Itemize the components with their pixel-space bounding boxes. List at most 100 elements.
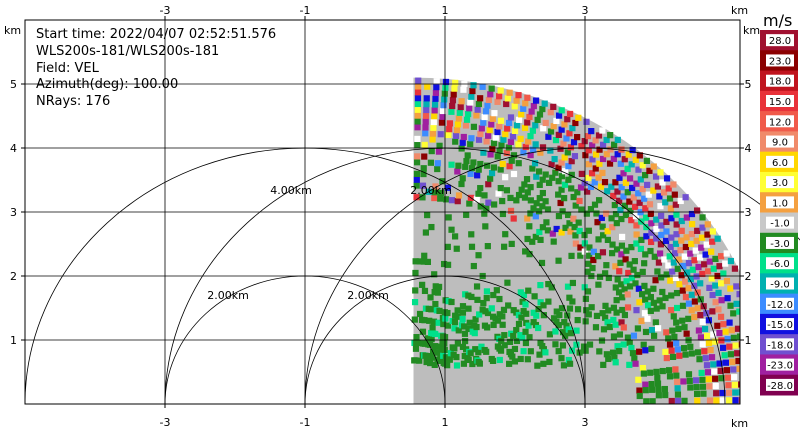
velocity-cell — [694, 397, 701, 404]
velocity-cell — [532, 122, 539, 129]
velocity-cell — [612, 211, 620, 218]
velocity-cell — [673, 231, 680, 238]
velocity-cell — [414, 339, 422, 347]
velocity-cell — [561, 121, 568, 128]
velocity-cell — [485, 96, 492, 104]
velocity-cell — [542, 349, 549, 356]
velocity-cell — [746, 297, 752, 303]
velocity-cell — [599, 310, 606, 317]
velocity-cell — [427, 294, 434, 301]
velocity-cell — [604, 188, 611, 195]
velocity-cell — [499, 197, 506, 205]
velocity-cell — [620, 324, 627, 331]
velocity-cell — [566, 294, 573, 301]
info-field: Field: VEL — [36, 61, 100, 76]
velocity-cell — [467, 350, 474, 357]
velocity-cell — [570, 193, 577, 201]
velocity-cell — [496, 147, 503, 154]
velocity-cell — [612, 263, 619, 270]
velocity-cell — [636, 392, 643, 400]
velocity-cell — [654, 325, 662, 332]
velocity-cell — [424, 83, 431, 90]
velocity-cell — [612, 179, 619, 186]
velocity-cell — [444, 243, 451, 250]
velocity-cell — [635, 285, 642, 292]
velocity-cell — [614, 136, 621, 144]
velocity-cell — [467, 99, 474, 106]
velocity-cell — [618, 233, 626, 241]
velocity-cell — [525, 138, 532, 145]
velocity-cell — [412, 269, 419, 277]
velocity-cell — [720, 270, 727, 277]
velocity-cell — [648, 345, 655, 352]
unit-label-top-left: km — [4, 24, 21, 37]
velocity-cell — [468, 243, 476, 250]
velocity-cell — [532, 97, 540, 104]
colorbar-title: m/s — [763, 11, 792, 30]
velocity-cell — [718, 297, 725, 304]
velocity-cell — [680, 262, 687, 270]
velocity-cell — [456, 109, 463, 116]
velocity-cell — [652, 319, 659, 326]
velocity-cell — [630, 194, 637, 201]
velocity-cell — [654, 374, 661, 381]
velocity-cell — [420, 165, 427, 172]
velocity-cell — [681, 324, 688, 331]
velocity-cell — [678, 237, 685, 244]
velocity-cell — [636, 387, 643, 394]
velocity-cell — [584, 133, 592, 140]
velocity-cell — [744, 373, 750, 379]
velocity-cell — [626, 361, 633, 368]
velocity-cell — [673, 211, 680, 218]
velocity-cell — [522, 248, 529, 255]
velocity-cell — [642, 296, 649, 303]
velocity-cell — [650, 299, 657, 306]
velocity-cell — [444, 184, 452, 191]
velocity-cell — [618, 184, 625, 191]
velocity-cell — [527, 151, 534, 159]
velocity-cell — [592, 165, 599, 172]
velocity-cell — [587, 206, 595, 213]
velocity-cell — [574, 306, 582, 313]
velocity-cell — [562, 332, 569, 339]
velocity-cell — [413, 334, 420, 341]
velocity-cell — [483, 138, 490, 145]
velocity-cell — [420, 170, 427, 178]
velocity-cell — [666, 373, 674, 380]
velocity-cell — [561, 154, 568, 161]
velocity-cell — [419, 281, 426, 288]
velocity-cell — [552, 169, 559, 176]
velocity-cell — [422, 112, 430, 119]
velocity-cell — [677, 197, 684, 205]
velocity-cell — [688, 230, 695, 238]
velocity-cell — [454, 307, 461, 314]
velocity-cell — [663, 354, 670, 362]
velocity-cell — [688, 291, 695, 298]
velocity-cell — [519, 334, 526, 341]
velocity-cell — [629, 146, 636, 154]
velocity-cell — [657, 241, 664, 248]
velocity-cell — [613, 246, 621, 253]
colorbar-label-bg — [766, 115, 794, 128]
velocity-cell — [585, 174, 592, 182]
velocity-cell — [485, 181, 492, 188]
velocity-cell — [723, 250, 730, 257]
velocity-cell — [549, 230, 556, 237]
velocity-cell — [455, 162, 462, 169]
velocity-cell — [577, 244, 584, 251]
range-ring — [24, 147, 586, 405]
velocity-cell — [738, 381, 740, 388]
velocity-cell — [659, 367, 666, 375]
velocity-cell — [738, 341, 740, 348]
velocity-cell — [566, 110, 574, 118]
velocity-cell — [622, 211, 630, 219]
colorbar-label: -23.0 — [767, 361, 793, 372]
velocity-cell — [452, 79, 459, 86]
velocity-cell — [488, 169, 496, 177]
velocity-cell — [529, 165, 536, 172]
colorbar-label-bg — [766, 297, 794, 310]
velocity-cell — [735, 357, 740, 365]
velocity-cell — [553, 308, 560, 315]
velocity-cell — [507, 207, 515, 214]
velocity-cell — [707, 346, 714, 354]
